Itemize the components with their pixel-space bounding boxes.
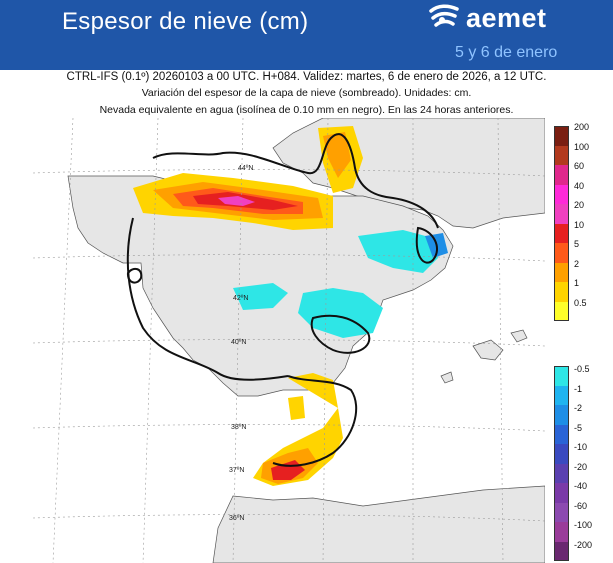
mallorca-island — [472, 339, 504, 361]
pos-swatch — [554, 145, 569, 165]
pos-tick-label: 200 — [574, 122, 590, 132]
date-subtitle: 5 y 6 de enero — [455, 44, 558, 61]
snow-decrease-shading — [233, 230, 448, 338]
neg-swatch — [554, 424, 569, 444]
pos-tick-label: 20 — [574, 200, 585, 210]
lat-labels: 44ºN 42ºN 40ºN 38ºN 37ºN 36ºN — [229, 165, 253, 522]
pos-tick-label: 1 — [574, 278, 580, 288]
ibiza-island — [440, 371, 454, 384]
neg-tick-label: -200 — [574, 539, 593, 550]
neg-tick-label: -0.5 — [574, 364, 590, 374]
pos-swatch — [554, 126, 569, 146]
lat-label: 36ºN — [229, 515, 244, 522]
neg-tick-label: -2 — [574, 403, 583, 413]
pos-swatch — [554, 282, 569, 302]
precip-isolines — [126, 133, 439, 467]
snow-depth-map: 44ºN 42ºN 40ºN 38ºN 37ºN 36ºN — [33, 118, 545, 563]
neg-swatch — [554, 541, 569, 561]
pos-frame — [554, 126, 569, 321]
pos-swatch — [554, 262, 569, 282]
pos-tick-label: 0.5 — [574, 297, 587, 308]
lat-label: 38ºN — [231, 424, 246, 431]
lat-label: 40ºN — [231, 339, 246, 346]
pos-swatch — [554, 301, 569, 321]
neg-tick-label: -100 — [574, 520, 593, 530]
neg-tick-label: -20 — [574, 461, 588, 472]
north-africa-land — [212, 485, 545, 563]
neg-tick-label: -5 — [574, 422, 583, 433]
neg-swatch — [554, 502, 569, 522]
neg-tick-label: -40 — [574, 481, 588, 491]
aemet-emblem-icon — [429, 4, 459, 27]
pos-swatch — [554, 204, 569, 224]
neg-swatch — [554, 463, 569, 483]
neg-tick-label: -10 — [574, 442, 588, 452]
legend-positive: 200 100 60 40 20 10 5 2 1 0.5 — [554, 122, 613, 326]
lat-label: 44ºN — [238, 165, 253, 172]
banner-title: Espesor de nieve (cm) — [62, 8, 309, 35]
aemet-logo: aemet — [428, 2, 547, 34]
pos-tick-label: 40 — [574, 180, 585, 191]
neg-tick-label: -60 — [574, 500, 588, 511]
pos-tick-label: 2 — [574, 258, 580, 269]
neg-swatch — [554, 366, 569, 386]
pos-tick-label: 10 — [574, 219, 585, 230]
variable-description: Variación del espesor de la capa de niev… — [141, 87, 472, 99]
pos-tick-label: 100 — [574, 141, 590, 152]
legend-negative: -0.5 -1 -2 -5 -10 -20 -40 -60 -100 -200 — [554, 364, 613, 563]
pos-swatch — [554, 184, 569, 204]
neg-swatch — [554, 483, 569, 503]
neg-tick-label: -1 — [574, 383, 583, 394]
pos-tick-label: 60 — [574, 161, 585, 171]
neg-swatch — [554, 385, 569, 405]
lat-label: 42ºN — [233, 295, 248, 302]
isoline-description: Nevada equivalente en agua (isolínea de … — [99, 104, 514, 116]
brand-name: aemet — [466, 2, 547, 33]
graticule — [33, 118, 545, 563]
menorca-island — [510, 329, 528, 343]
header-banner: Espesor de nieve (cm) aemet 5 y 6 de ene… — [0, 0, 613, 70]
model-run-line: CTRL-IFS (0.1º) 20260103 a 00 UTC. H+084… — [66, 71, 547, 83]
neg-swatch — [554, 405, 569, 425]
lat-label: 37ºN — [229, 467, 244, 474]
pos-swatch — [554, 223, 569, 243]
neg-swatch — [554, 444, 569, 464]
pos-swatch — [554, 243, 569, 263]
pos-tick-label: 5 — [574, 239, 580, 249]
neg-frame — [554, 366, 569, 561]
snow-increase-shading — [133, 126, 363, 486]
neg-swatch — [554, 522, 569, 542]
pos-swatch — [554, 165, 569, 185]
